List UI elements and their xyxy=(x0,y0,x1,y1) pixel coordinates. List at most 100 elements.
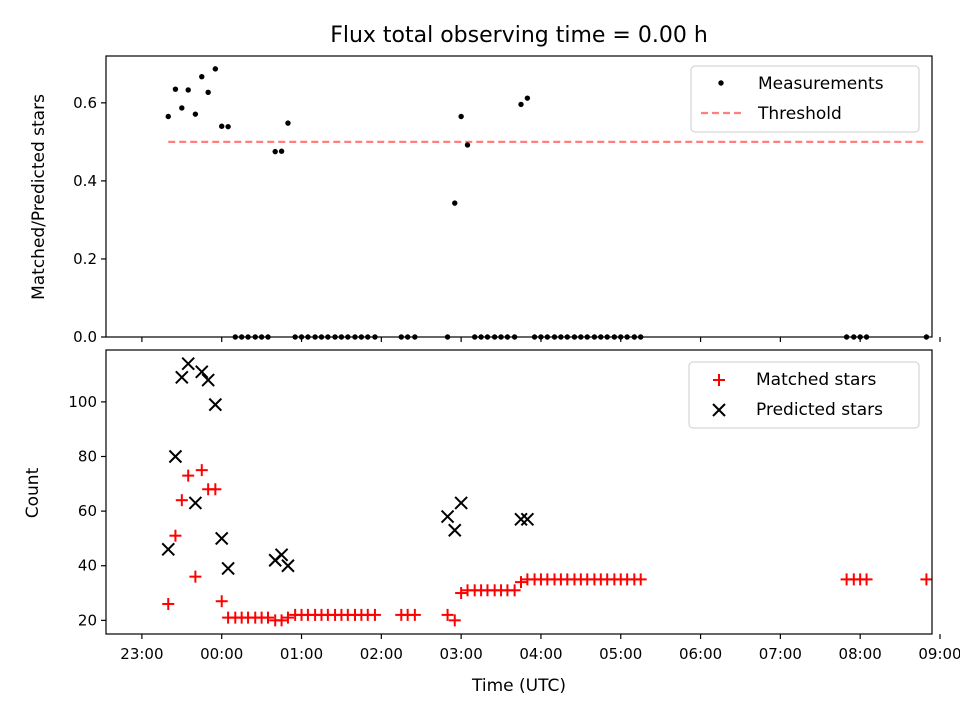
x-tick-label: 06:00 xyxy=(679,645,722,663)
predicted-star-point xyxy=(274,548,289,562)
top-axes: 0.0 0.2 0.4 0.6 Matched/Predicted stars xyxy=(29,55,941,346)
x-tick-label: 23:00 xyxy=(120,645,163,663)
measurement-point xyxy=(225,123,231,130)
measurement-point xyxy=(219,123,225,129)
x-tick-label: 09:00 xyxy=(918,645,960,663)
bottom-y-tick-label: 100 xyxy=(68,393,97,411)
matched-star-point xyxy=(182,469,195,482)
x-tick-label: 08:00 xyxy=(839,645,882,663)
matched-star-point xyxy=(455,587,468,600)
legend-measurements-marker xyxy=(718,80,724,86)
top-legend-box xyxy=(690,65,920,133)
x-tick-label: 01:00 xyxy=(280,645,323,663)
matched-star-point xyxy=(175,494,188,507)
bottom-axes-frame xyxy=(105,349,933,635)
predicted-star-point xyxy=(448,523,462,537)
predicted-star-point xyxy=(208,397,223,412)
matched-star-point xyxy=(215,595,228,608)
predicted-star-point xyxy=(514,512,528,527)
top-y-axis-label: Matched/Predicted stars xyxy=(29,94,49,300)
bottom-x-ticks: 23:00 00:00 01:00 02:00 03:00 04:00 05:00 06:00… xyxy=(120,634,960,663)
measurement-point xyxy=(165,113,171,120)
matched-star-point xyxy=(162,597,175,610)
matched-star-point xyxy=(514,576,527,589)
legend-matched-marker xyxy=(713,374,725,386)
top-axes-frame xyxy=(105,55,933,338)
bottom-y-tick-label: 60 xyxy=(78,502,97,520)
measurement-point xyxy=(199,73,205,80)
measurement-point xyxy=(464,142,471,148)
bottom-y-ticks: 20 40 60 80 100 xyxy=(68,393,106,629)
predicted-star-point xyxy=(161,542,175,557)
predicted-star-point xyxy=(175,370,189,385)
matched-star-point xyxy=(408,608,421,621)
predicted-star-point xyxy=(168,449,183,464)
measurement-point xyxy=(458,113,464,120)
matched-star-point xyxy=(920,573,933,586)
legend-matched-label: Matched stars xyxy=(756,370,876,390)
top-y-tick-label: 0.4 xyxy=(73,172,97,190)
x-tick-label: 05:00 xyxy=(599,645,642,663)
bottom-y-tick-label: 40 xyxy=(78,557,97,575)
top-y-tick-label: 0.2 xyxy=(73,250,97,268)
bottom-y-axis-label: Count xyxy=(23,467,43,518)
top-legend: Measurements Threshold xyxy=(690,65,920,133)
measurement-point xyxy=(524,95,531,101)
measurement-point xyxy=(192,111,199,117)
matched-star-point xyxy=(281,611,294,624)
x-tick-label: 03:00 xyxy=(440,645,483,663)
predicted-star-point xyxy=(221,561,235,576)
matched-star-point xyxy=(508,584,521,597)
x-tick-label: 02:00 xyxy=(360,645,403,663)
matched-star-point xyxy=(189,570,202,583)
legend-measurements-label: Measurements xyxy=(758,74,884,94)
predicted-star-point xyxy=(188,496,203,510)
measurement-point xyxy=(285,120,291,126)
bottom-legend-box xyxy=(688,361,920,429)
bottom-y-tick-label: 80 xyxy=(78,448,97,466)
measurement-point xyxy=(172,86,179,92)
x-tick-label: 07:00 xyxy=(759,645,802,663)
measurement-point xyxy=(185,87,191,93)
predicted-star-point xyxy=(281,559,295,573)
legend-predicted-label: Predicted stars xyxy=(756,400,883,420)
x-tick-label: 00:00 xyxy=(200,645,243,663)
matched-star-point xyxy=(195,464,208,477)
measurement-point xyxy=(452,200,458,206)
predicted-star-point xyxy=(520,512,535,527)
predicted-star-point xyxy=(440,509,455,524)
measurement-point xyxy=(205,89,211,95)
bottom-marks xyxy=(161,356,933,627)
measurement-point xyxy=(179,105,185,111)
bottom-axes: 20 40 60 80 100 23:00 00:00 01:00 02:00 03:00 04:… xyxy=(23,349,960,696)
matched-star-point xyxy=(169,529,182,542)
predicted-star-point xyxy=(181,356,195,371)
matched-star-point xyxy=(275,614,288,627)
top-x-ticks xyxy=(141,337,941,342)
predicted-star-point xyxy=(201,373,215,387)
bottom-legend: Matched stars Predicted stars xyxy=(688,361,920,429)
legend-predicted-marker xyxy=(712,403,726,417)
legend-threshold-label: Threshold xyxy=(757,104,842,124)
predicted-star-point xyxy=(215,531,229,546)
measurement-point xyxy=(272,148,278,155)
top-y-tick-label: 0.6 xyxy=(73,94,97,112)
matched-star-point xyxy=(441,608,454,621)
matched-star-point xyxy=(634,573,647,586)
top-chart-title: Flux total observing time = 0.00 h xyxy=(330,23,708,48)
bottom-y-tick-label: 20 xyxy=(78,611,97,629)
matched-star-point xyxy=(448,614,461,627)
x-axis-label: Time (UTC) xyxy=(471,676,566,696)
predicted-star-point xyxy=(195,365,209,379)
x-tick-label: 04:00 xyxy=(519,645,562,663)
matched-star-point xyxy=(209,483,222,496)
matched-star-point xyxy=(860,573,873,586)
matched-star-point xyxy=(368,608,381,621)
measurement-point xyxy=(278,148,285,154)
measurement-point xyxy=(518,101,524,108)
top-y-ticks: 0.0 0.2 0.4 0.6 xyxy=(73,94,106,346)
predicted-star-point xyxy=(454,496,468,510)
matched-star-point xyxy=(262,611,275,624)
